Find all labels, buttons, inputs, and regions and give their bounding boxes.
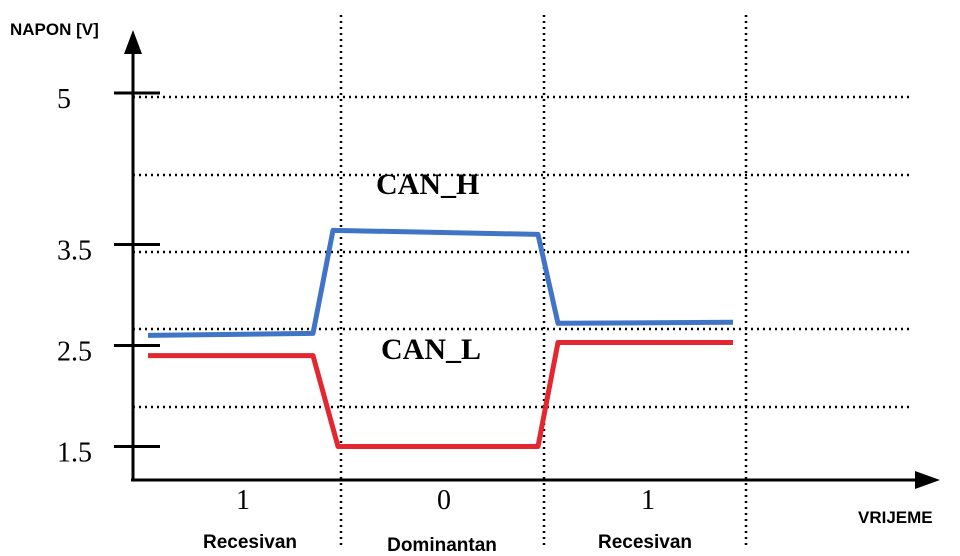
horizontal-gridlines [133, 95, 912, 409]
bit-state-3: Recesivan [598, 532, 692, 553]
series-line-can-l [148, 339, 733, 449]
y-tick-label: 1.5 [57, 438, 92, 469]
axes [124, 30, 940, 489]
y-tick-label: 3.5 [57, 236, 92, 267]
series-label-can-l: CAN_L [381, 333, 481, 366]
bit-value-3: 1 [641, 485, 655, 516]
y-tick-label: 2.5 [57, 337, 92, 368]
series-lines [147, 227, 734, 449]
y-ticks: 5 3.5 2.5 1.5 [57, 84, 160, 469]
bit-labels: 1 0 1 Recesivan Dominantan Recesivan [203, 485, 692, 556]
series-line-can-h [147, 227, 734, 338]
x-axis-title: VRIJEME [858, 508, 933, 527]
bit-state-2: Dominantan [387, 535, 497, 556]
bit-value-2: 0 [437, 485, 451, 516]
bit-state-1: Recesivan [203, 532, 297, 553]
y-axis-title: NAPON [V] [10, 20, 99, 39]
x-axis-arrow [915, 471, 940, 489]
y-axis-arrow [124, 30, 142, 54]
y-tick-label: 5 [57, 84, 71, 115]
bit-value-1: 1 [236, 485, 250, 516]
series-label-can-h: CAN_H [376, 168, 479, 201]
vertical-gridlines [339, 15, 748, 545]
